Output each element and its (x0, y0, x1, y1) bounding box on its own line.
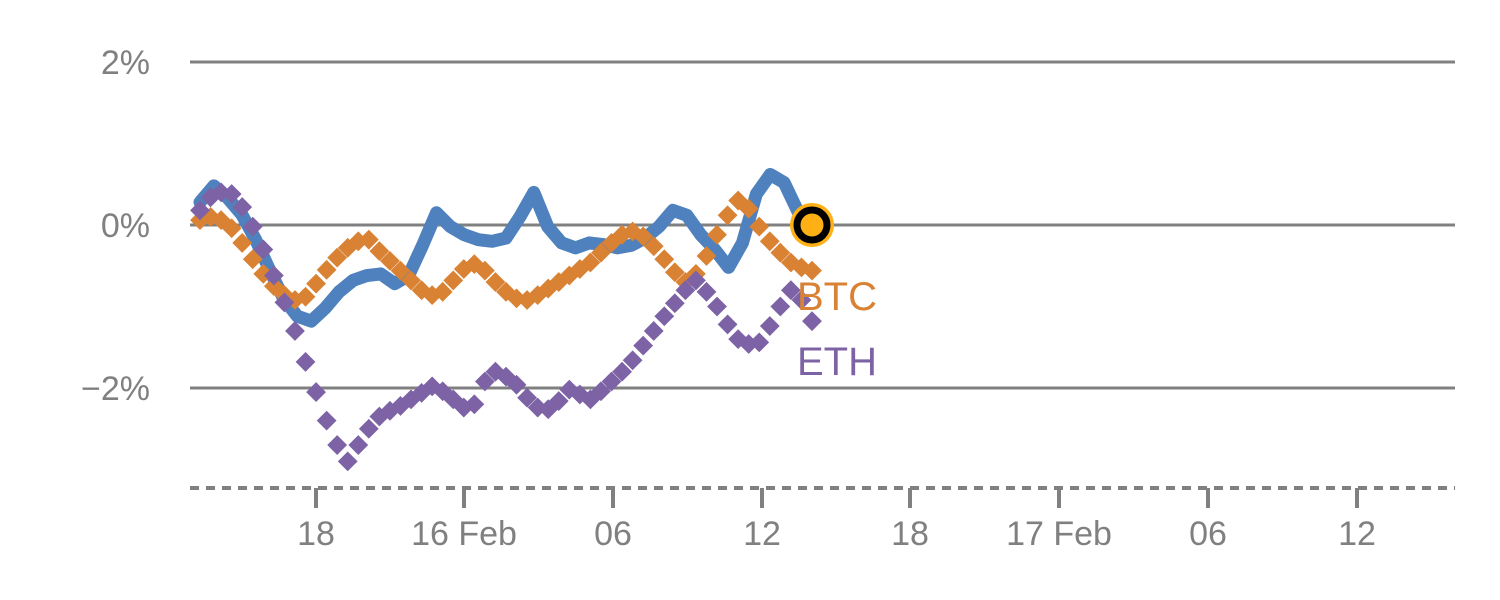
y-tick-label: 2% (101, 44, 150, 82)
series-dot-btc (485, 272, 506, 292)
series-dot-btc (802, 260, 822, 281)
x-tick-label: 12 (743, 515, 781, 553)
x-tick-label: 06 (594, 515, 632, 553)
series-dot-eth (791, 290, 812, 310)
series-dot-eth (749, 332, 770, 353)
series-dot-btc (221, 218, 242, 239)
series-dot-btc (390, 260, 411, 281)
series-dot-eth (517, 387, 537, 408)
series-dot-eth (770, 296, 791, 317)
series-label-eth: ETH (797, 340, 877, 384)
x-axis (190, 486, 1455, 508)
x-tick-label: 16 Feb (411, 515, 517, 553)
series-dot-btc (306, 273, 326, 294)
x-tick-label: 12 (1338, 515, 1376, 553)
x-tick-label: 06 (1189, 515, 1227, 553)
series-dot-eth (242, 216, 263, 237)
series-dot-btc (327, 247, 348, 268)
series-dot-eth (232, 197, 253, 217)
x-tick-label: 18 (891, 515, 929, 553)
y-axis-tick-labels: 2% 0% −2% (81, 44, 150, 408)
series-dot-eth (295, 352, 316, 372)
series-dot-eth (633, 335, 654, 356)
series-dot-eth (675, 280, 696, 301)
x-axis-tick-labels: 18 16 Feb 06 12 18 17 Feb 06 12 (297, 515, 1376, 553)
series-dot-btc (316, 259, 337, 280)
series-dot-eth (781, 280, 801, 301)
series-dot-eth (506, 374, 527, 395)
x-tick-label: 18 (297, 515, 335, 553)
series-dot-eth (548, 391, 569, 411)
series-dot-eth (285, 321, 305, 341)
series-dot-eth (802, 311, 822, 332)
x-tick-label: 17 Feb (1006, 515, 1112, 553)
series-dot-btc (369, 241, 390, 261)
series-dot-eth (327, 435, 348, 455)
series-dot-btc (401, 270, 421, 291)
series-dot-eth (221, 184, 242, 204)
series-dot-eth (622, 350, 643, 371)
series-dot-eth (358, 418, 379, 439)
series-dot-btc (380, 250, 400, 271)
series-dot-eth (643, 321, 664, 341)
data-series (190, 167, 822, 472)
y-tick-label: −2% (81, 370, 150, 408)
series-dot-btc (475, 260, 495, 281)
series-dot-eth (601, 371, 622, 392)
series-dot-eth (306, 382, 326, 402)
series-dot-eth (664, 293, 685, 314)
series-dot-eth (316, 410, 337, 431)
series-dot-eth (717, 314, 738, 335)
marker-center[interactable] (801, 214, 823, 236)
series-dot-eth (253, 239, 274, 260)
series-dot-eth (686, 270, 706, 291)
series-label-btc: BTC (797, 275, 877, 319)
series-dot-eth (612, 361, 632, 382)
series-dot-eth (337, 451, 358, 472)
series-dot-eth (464, 394, 485, 415)
current-value-marker[interactable] (790, 203, 834, 247)
series-dot-btc (654, 249, 675, 270)
series-dot-eth (348, 435, 369, 455)
series-dot-eth (475, 371, 495, 392)
series-dot-btc (664, 262, 685, 283)
series-dot-btc (358, 229, 379, 250)
series-dot-btc (443, 270, 464, 291)
series-line-main (193, 167, 819, 328)
series-dot-eth (190, 200, 210, 221)
series-dot-btc (717, 205, 738, 226)
y-tick-label: 0% (101, 207, 150, 245)
series-dot-eth (263, 265, 284, 286)
series-dot-eth (707, 296, 727, 317)
series-dot-btc (432, 281, 453, 302)
series-dot-eth (591, 381, 611, 402)
series-dot-eth (654, 306, 675, 327)
series-dot-eth (274, 292, 295, 313)
series-dot-btc (295, 286, 316, 307)
marker-black-ring (793, 206, 831, 244)
series-dot-btc (232, 233, 253, 253)
series-dot-eth (759, 316, 780, 336)
series-dot-eth (696, 281, 717, 302)
